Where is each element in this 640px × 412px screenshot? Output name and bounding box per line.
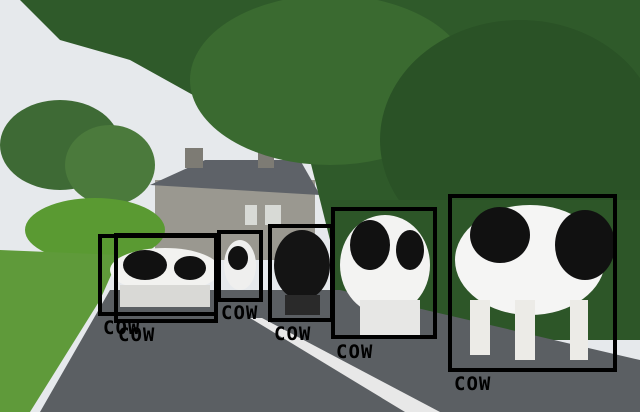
cow-group-left — [110, 248, 220, 307]
detection-label: COW — [336, 341, 374, 363]
grass-verge — [0, 250, 120, 412]
bounding-box — [331, 207, 437, 339]
detection-label: COW — [221, 302, 259, 324]
bounding-box — [114, 233, 218, 323]
tree-left-2 — [65, 125, 155, 205]
bounding-box — [217, 230, 263, 302]
cow-center — [274, 230, 330, 315]
canopy-dark — [380, 20, 640, 260]
bounding-box — [268, 224, 334, 322]
cow-front-right — [455, 205, 615, 360]
road-line — [250, 318, 440, 412]
hedge-left — [25, 198, 165, 262]
bounding-box — [448, 194, 617, 372]
detection-label: COW — [454, 373, 492, 395]
cow-small — [224, 240, 256, 290]
detection-label: COW — [103, 317, 141, 339]
detection-label: COW — [118, 324, 156, 346]
cow-front-mid — [340, 215, 430, 335]
detection-label: COW — [274, 323, 312, 345]
